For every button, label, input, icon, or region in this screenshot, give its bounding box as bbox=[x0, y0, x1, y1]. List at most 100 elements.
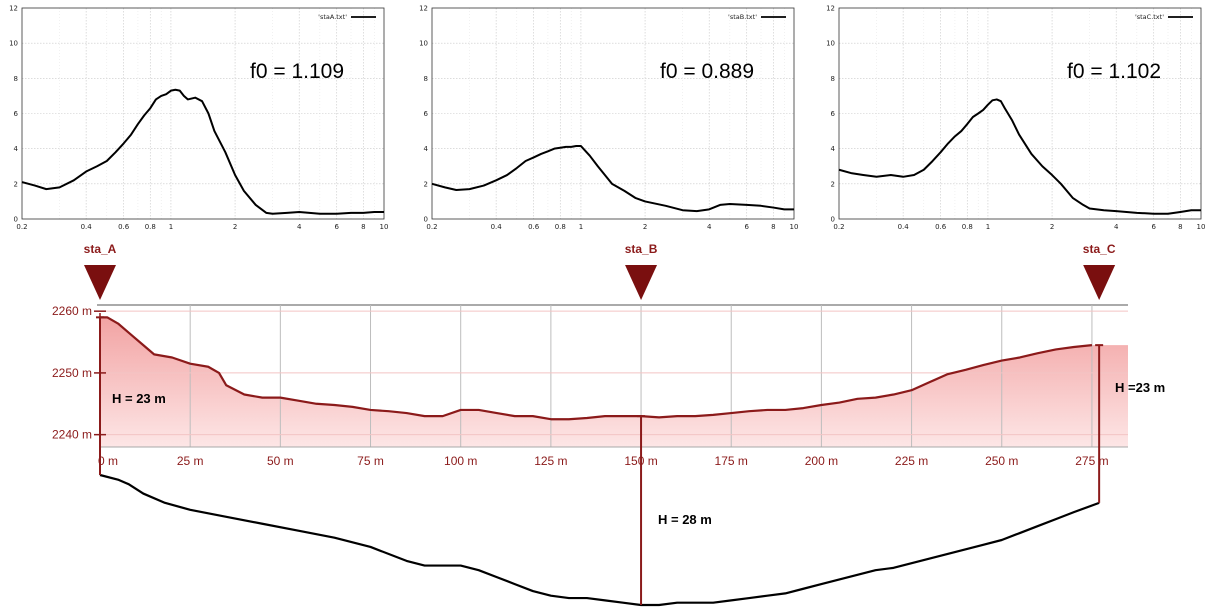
y-tick-label: 6 bbox=[14, 110, 19, 118]
plot-frame bbox=[431, 7, 795, 220]
profile-x-tick-label: 275 m bbox=[1075, 454, 1108, 468]
station-label: sta_B bbox=[625, 242, 658, 256]
f0-annotation: f0 = 1.109 bbox=[250, 60, 344, 83]
profile-y-tick-label: 2260 m bbox=[52, 304, 92, 318]
x-tick-label: 0.4 bbox=[898, 223, 910, 231]
station-sta-c: sta_C bbox=[1083, 242, 1116, 300]
profile-x-tick-label: 100 m bbox=[444, 454, 477, 468]
x-tick-label: 4 bbox=[707, 223, 712, 231]
x-tick-label: 0.6 bbox=[118, 223, 130, 231]
y-tick-label: 4 bbox=[14, 145, 19, 153]
profile-x-tick-label: 200 m bbox=[805, 454, 838, 468]
x-tick-label: 0.6 bbox=[935, 223, 947, 231]
depth-marker-sta-b: H = 28 m bbox=[637, 415, 712, 605]
x-tick-label: 8 bbox=[1178, 223, 1182, 231]
y-tick-label: 6 bbox=[424, 110, 429, 118]
hv-panel-sta-a: 0.2 0.4 0.6 0.8 1 2 4 6 8 10024681012'staA.txt'f0… bbox=[9, 5, 388, 232]
depth-marker-sta-c: H =23 m bbox=[1095, 344, 1165, 503]
x-tick-label: 0.8 bbox=[555, 223, 566, 231]
y-tick-label: 2 bbox=[424, 180, 428, 188]
profile-y-tick-label: 2250 m bbox=[52, 366, 92, 380]
y-tick-label: 8 bbox=[831, 75, 835, 83]
x-tick-label: 1 bbox=[169, 223, 173, 231]
legend-label: 'staB.txt' bbox=[728, 13, 757, 21]
x-tick-label: 6 bbox=[1151, 223, 1156, 231]
series-line-sta-a bbox=[21, 88, 384, 215]
bedrock-line bbox=[99, 473, 1100, 607]
y-tick-label: 6 bbox=[831, 110, 836, 118]
bedrock-profile: H = 23 m H = 28 m H =23 m bbox=[96, 316, 1165, 607]
y-tick-label: 12 bbox=[419, 5, 428, 13]
station-label: sta_A bbox=[84, 242, 117, 256]
x-tick-label: 0.4 bbox=[81, 223, 93, 231]
x-tick-label: 2 bbox=[233, 223, 237, 231]
profile-x-tick-label: 250 m bbox=[985, 454, 1018, 468]
y-tick-label: 12 bbox=[9, 5, 18, 13]
depth-label: H =23 m bbox=[1115, 380, 1165, 395]
legend: 'staC.txt' bbox=[1135, 13, 1193, 21]
profile-fill-area bbox=[100, 317, 1128, 447]
x-tick-label: 0.2 bbox=[833, 223, 844, 231]
legend-label: 'staA.txt' bbox=[318, 13, 347, 21]
x-tick-label: 0.2 bbox=[16, 223, 27, 231]
station-triangle bbox=[84, 265, 116, 300]
series-line-sta-c bbox=[838, 98, 1201, 215]
x-tick-label: 0.4 bbox=[491, 223, 503, 231]
series-line-sta-b bbox=[431, 145, 794, 213]
legend: 'staA.txt' bbox=[318, 13, 376, 21]
station-triangle bbox=[1083, 265, 1116, 300]
x-tick-label: 0.2 bbox=[426, 223, 437, 231]
plot-frame bbox=[21, 7, 385, 220]
depth-label: H = 28 m bbox=[658, 512, 712, 527]
profile-x-tick-label: 75 m bbox=[357, 454, 384, 468]
profile-x-tick-label: 175 m bbox=[715, 454, 748, 468]
x-tick-label: 10 bbox=[380, 223, 389, 231]
profile-y-tick-label: 2240 m bbox=[52, 428, 92, 442]
station-markers: sta_A sta_B sta_C bbox=[84, 242, 1116, 300]
legend: 'staB.txt' bbox=[728, 13, 786, 21]
x-tick-label: 6 bbox=[334, 223, 339, 231]
x-tick-label: 8 bbox=[771, 223, 775, 231]
surface-profile-chart: 2260 m 2250 m 2240 m 0 m 25 m 50 m 75 m 100 m 12… bbox=[52, 304, 1128, 468]
y-tick-label: 10 bbox=[419, 40, 428, 48]
profile-x-tick-label: 0 m bbox=[98, 454, 118, 468]
f0-annotation: f0 = 1.102 bbox=[1067, 60, 1161, 83]
y-tick-label: 10 bbox=[9, 40, 18, 48]
x-tick-label: 2 bbox=[643, 223, 647, 231]
x-tick-label: 2 bbox=[1050, 223, 1054, 231]
station-label: sta_C bbox=[1083, 242, 1116, 256]
station-sta-b: sta_B bbox=[625, 242, 658, 300]
x-tick-label: 0.8 bbox=[145, 223, 156, 231]
profile-x-tick-label: 50 m bbox=[267, 454, 294, 468]
x-tick-label: 4 bbox=[1114, 223, 1119, 231]
x-tick-label: 4 bbox=[297, 223, 302, 231]
legend-label: 'staC.txt' bbox=[1135, 13, 1164, 21]
profile-x-tick-label: 25 m bbox=[177, 454, 204, 468]
x-tick-label: 8 bbox=[361, 223, 365, 231]
x-tick-label: 10 bbox=[790, 223, 799, 231]
y-tick-label: 0 bbox=[14, 216, 18, 224]
x-tick-label: 6 bbox=[744, 223, 749, 231]
y-tick-label: 12 bbox=[826, 5, 835, 13]
y-tick-label: 4 bbox=[831, 145, 836, 153]
profile-x-tick-label: 125 m bbox=[534, 454, 567, 468]
profile-line bbox=[100, 316, 1093, 421]
y-tick-label: 10 bbox=[826, 40, 835, 48]
y-tick-label: 2 bbox=[14, 180, 18, 188]
plot-frame bbox=[838, 7, 1202, 220]
y-tick-label: 0 bbox=[424, 216, 428, 224]
y-tick-label: 2 bbox=[831, 180, 835, 188]
f0-annotation: f0 = 0.889 bbox=[660, 60, 754, 83]
x-tick-label: 0.8 bbox=[962, 223, 973, 231]
x-tick-label: 10 bbox=[1197, 223, 1206, 231]
x-tick-label: 1 bbox=[579, 223, 583, 231]
y-tick-label: 8 bbox=[14, 75, 18, 83]
station-sta-a: sta_A bbox=[84, 242, 117, 300]
x-tick-label: 1 bbox=[986, 223, 990, 231]
hv-panel-sta-c: 0.2 0.4 0.6 0.8 1 2 4 6 8 10024681012'staC.txt'f0… bbox=[826, 5, 1205, 232]
profile-x-tick-label: 225 m bbox=[895, 454, 928, 468]
hv-panels: 0.2 0.4 0.6 0.8 1 2 4 6 8 10024681012'staA.txt'f0… bbox=[9, 5, 1205, 232]
depth-label: H = 23 m bbox=[112, 391, 166, 406]
y-tick-label: 8 bbox=[424, 75, 428, 83]
